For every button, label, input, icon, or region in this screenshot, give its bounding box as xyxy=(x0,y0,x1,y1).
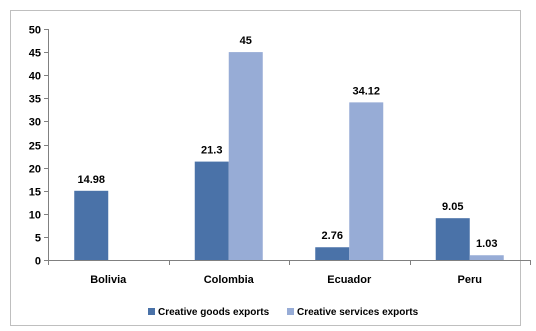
bar xyxy=(435,218,470,260)
legend: Creative goods exports Creative services … xyxy=(148,307,419,318)
y-tick-label: 15 xyxy=(29,187,41,199)
y-tick-label: 35 xyxy=(29,94,41,106)
x-tick-label: Bolivia xyxy=(90,274,127,286)
bar xyxy=(469,255,504,260)
data-label: 21.3 xyxy=(201,145,222,157)
y-tick-label: 45 xyxy=(29,48,41,60)
legend-label: Creative services exports xyxy=(297,307,419,318)
y-tick-label: 50 xyxy=(29,25,41,37)
y-tick-label: 5 xyxy=(35,233,41,245)
y-tick-label: 30 xyxy=(29,117,41,129)
bar xyxy=(349,102,384,260)
data-label: 34.12 xyxy=(352,85,380,97)
x-tick-label: Colombia xyxy=(204,274,255,286)
plot-area: 0 5 10 15 20 25 30 35 40 45 50 14.98 Bolivia 21.3 45 Co… xyxy=(29,25,531,286)
y-tick-label: 10 xyxy=(29,210,41,222)
bar xyxy=(315,247,350,260)
data-label: 45 xyxy=(240,35,252,47)
bar xyxy=(228,52,263,260)
data-label: 14.98 xyxy=(77,174,105,186)
y-tick-label: 0 xyxy=(35,256,41,268)
legend-swatch xyxy=(287,308,294,315)
x-tick-label: Ecuador xyxy=(327,274,372,286)
data-label: 9.05 xyxy=(442,201,463,213)
data-label: 2.76 xyxy=(322,230,343,242)
y-tick-label: 40 xyxy=(29,71,41,83)
legend-label: Creative goods exports xyxy=(158,307,270,318)
x-tick-label: Peru xyxy=(458,274,482,286)
data-label: 1.03 xyxy=(476,238,497,250)
y-tick-label: 20 xyxy=(29,164,41,176)
bar xyxy=(74,190,109,260)
bar xyxy=(194,161,229,260)
chart-frame xyxy=(10,10,521,326)
y-tick-label: 25 xyxy=(29,141,41,153)
legend-swatch xyxy=(148,308,155,315)
